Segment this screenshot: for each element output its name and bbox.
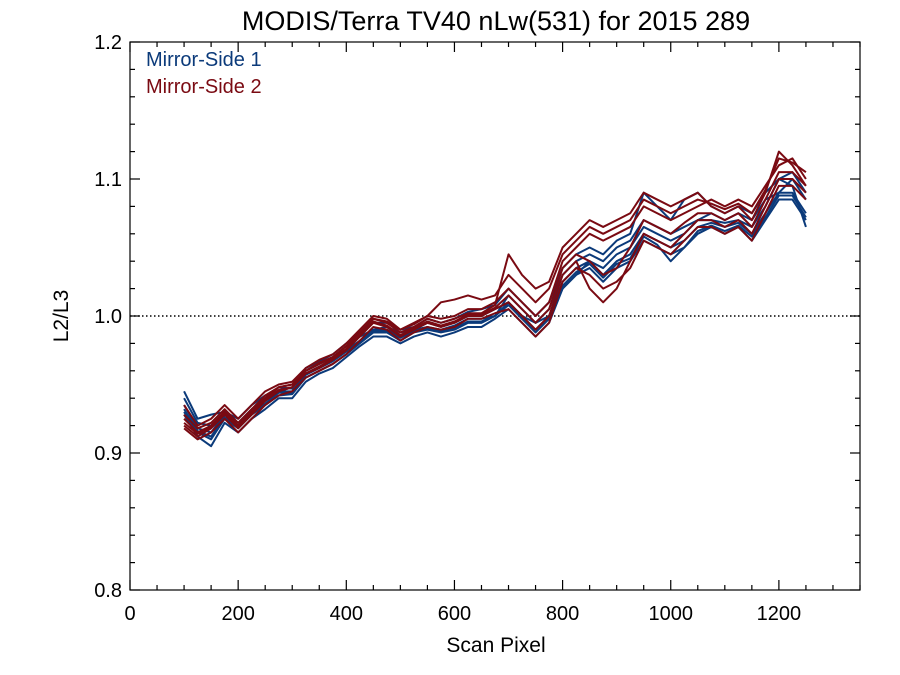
y-tick-label: 0.8 (94, 580, 122, 602)
y-tick-label: 1.0 (94, 306, 122, 328)
x-tick-label: 600 (438, 603, 471, 625)
y-tick-label: 0.9 (94, 443, 122, 465)
x-tick-label: 1200 (757, 603, 802, 625)
series-2-line-6 (183, 171, 807, 435)
axis-tick-labels: 0 200 400 600 800 1000 1200 0.8 0.9 1.0 1.1 1.2 (94, 32, 801, 625)
x-tick-label: 200 (221, 603, 254, 625)
series-2-line-4 (183, 184, 807, 441)
chart-title: MODIS/Terra TV40 nLw(531) for 2015 289 (242, 6, 750, 36)
series-2-line-5 (183, 157, 807, 430)
y-tick-label: 1.2 (94, 32, 122, 54)
series-lines (183, 150, 807, 448)
x-tick-label: 1000 (648, 603, 693, 625)
series-2-line-1 (183, 157, 807, 427)
legend-entry-2: Mirror-Side 2 (146, 76, 262, 98)
plot-frame (129, 41, 861, 591)
x-tick-label: 400 (330, 603, 363, 625)
series-1-line-4 (183, 198, 807, 448)
x-tick-label: 0 (124, 603, 135, 625)
legend: Mirror-Side 1 Mirror-Side 2 (146, 49, 262, 98)
x-tick-label: 800 (546, 603, 579, 625)
axis-ticks (129, 41, 861, 591)
legend-entry-1: Mirror-Side 1 (146, 49, 262, 71)
y-tick-label: 1.1 (94, 169, 122, 191)
y-axis-label: L2/L3 (50, 290, 73, 343)
x-axis-label: Scan Pixel (446, 634, 545, 657)
